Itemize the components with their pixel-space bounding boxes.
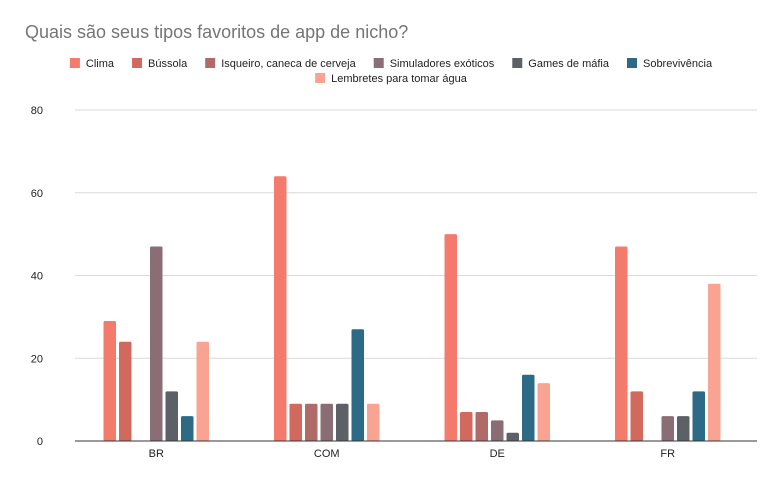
bar <box>150 246 163 441</box>
bar <box>491 420 504 441</box>
x-tick-label: DE <box>490 448 505 460</box>
bar <box>367 403 380 441</box>
legend-swatch <box>132 58 143 68</box>
bar <box>444 234 457 441</box>
bar <box>522 374 535 441</box>
bar <box>181 416 194 441</box>
chart-title: Quais são seus tipos favoritos de app de… <box>25 22 409 42</box>
bar <box>677 416 690 441</box>
y-tick-label: 0 <box>37 436 43 448</box>
legend-label: Lembretes para tomar água <box>331 73 468 85</box>
legend-label: Simuladores exóticos <box>390 58 495 70</box>
bar <box>119 341 132 441</box>
bar <box>615 246 628 441</box>
bar <box>196 341 209 441</box>
legend-swatch <box>373 58 384 68</box>
legend-swatch <box>205 58 216 68</box>
bar <box>274 176 287 441</box>
legend-label: Isqueiro, caneca de cerveja <box>221 58 356 70</box>
legend-label: Clima <box>86 58 115 70</box>
bar <box>537 383 550 441</box>
legend-swatch <box>512 58 523 68</box>
legend-label: Games de máfia <box>528 58 610 70</box>
bar <box>506 432 519 441</box>
bar <box>708 283 721 441</box>
bar <box>305 403 318 441</box>
bar <box>289 403 302 441</box>
bar <box>661 416 674 441</box>
bar <box>320 403 333 441</box>
legend-label: Sobrevivência <box>643 58 713 70</box>
bar <box>103 321 116 441</box>
bar <box>692 391 705 441</box>
legend-swatch <box>315 73 326 83</box>
x-tick-label: FR <box>660 448 675 460</box>
bar <box>475 412 488 441</box>
legend-swatch <box>626 58 637 68</box>
y-tick-label: 20 <box>31 353 43 365</box>
y-tick-label: 60 <box>31 188 43 200</box>
bar <box>165 391 178 441</box>
y-tick-label: 40 <box>31 271 43 283</box>
x-tick-label: BR <box>149 448 164 460</box>
legend-label: Bússola <box>148 58 188 70</box>
bar <box>351 329 364 441</box>
bar <box>336 403 349 441</box>
legend-swatch <box>69 58 80 68</box>
y-tick-label: 80 <box>31 105 43 117</box>
bar <box>630 391 643 441</box>
bar <box>460 412 473 441</box>
x-tick-label: COM <box>314 448 340 460</box>
